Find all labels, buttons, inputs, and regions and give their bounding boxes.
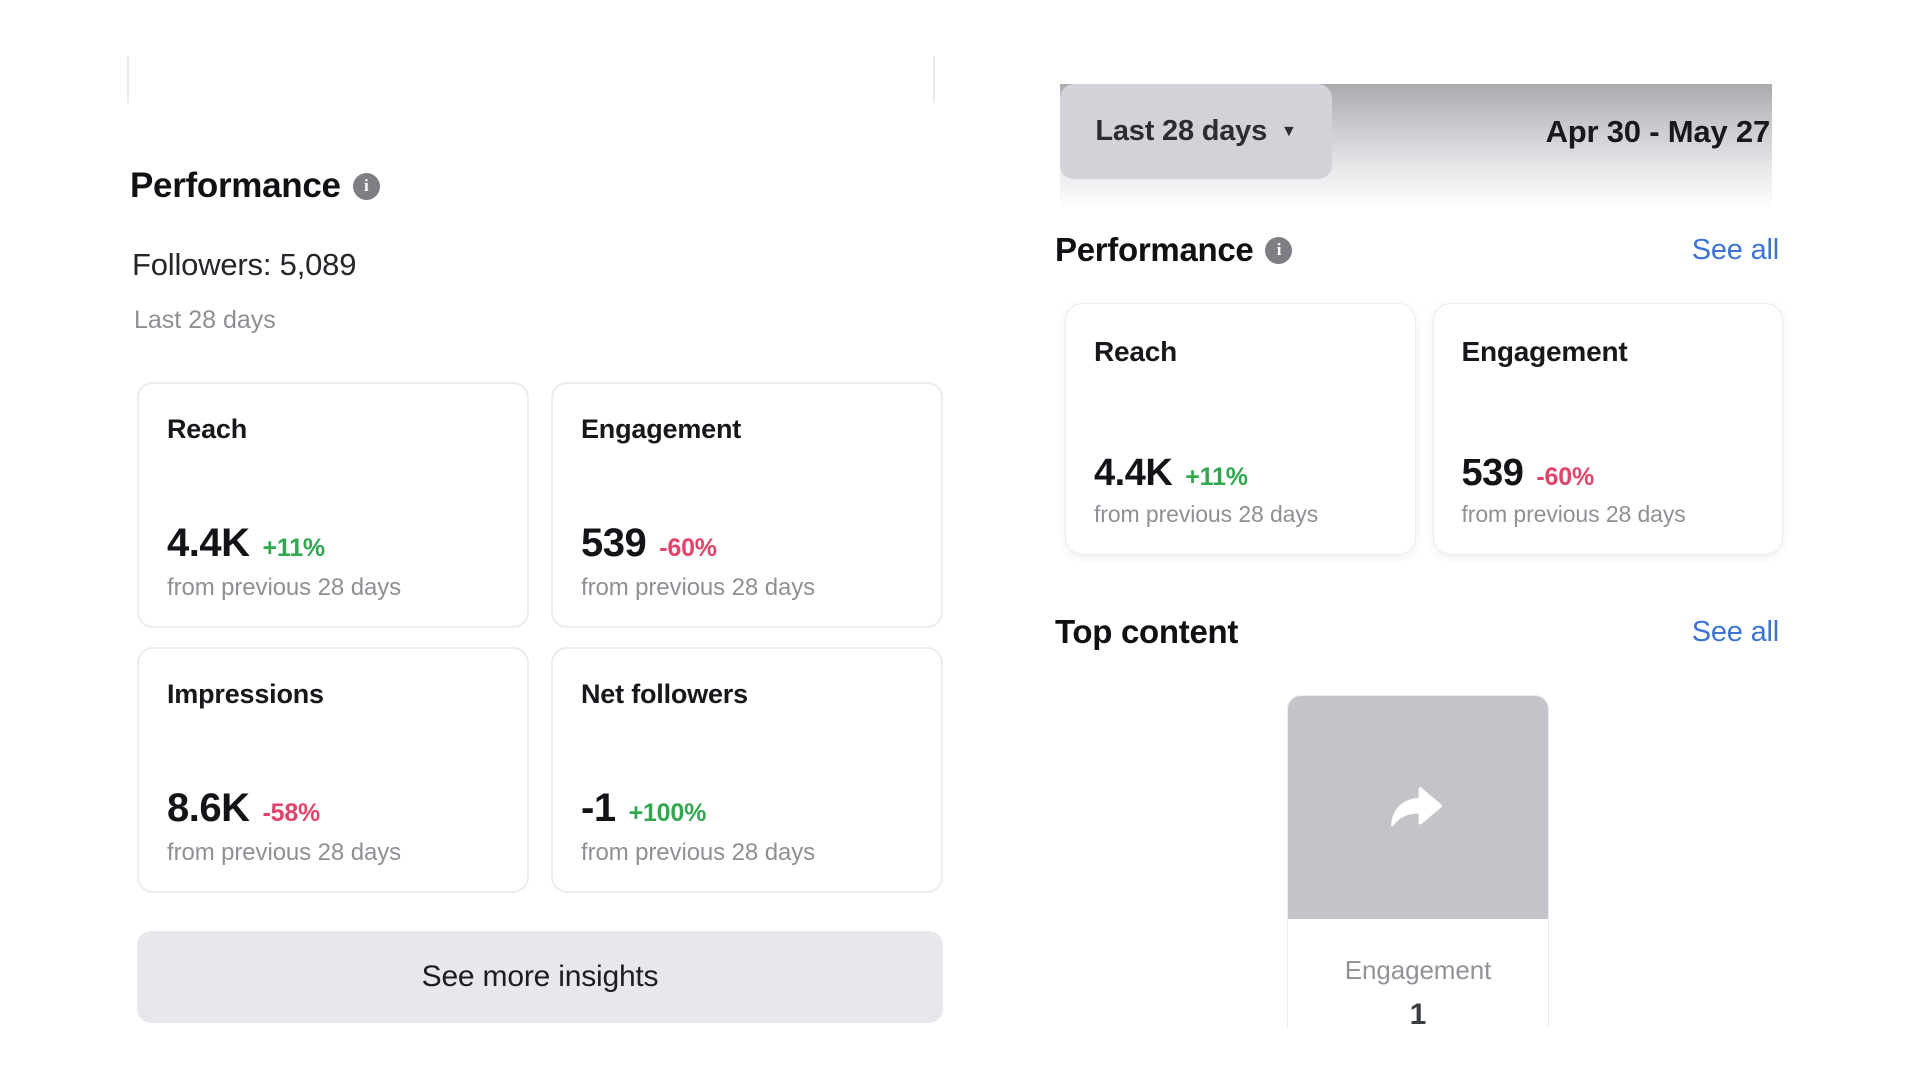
performance-see-all-link[interactable]: See all [1691,233,1779,266]
info-icon[interactable]: i [1265,236,1293,264]
caret-down-icon: ▼ [1281,122,1297,140]
previous-card-fragment [117,56,947,103]
metric-card-reach[interactable]: Reach 4.4K +11% from previous 28 days [1065,303,1416,555]
metric-label: Engagement [581,414,742,444]
metrics-grid: Reach 4.4K +11% from previous 28 days Eng… [137,382,943,893]
metric-bottom: 539 -60% from previous 28 days [581,521,913,602]
metric-card-engagement[interactable]: Engagement 539 -60% from previous 28 days [551,382,943,628]
metric-delta: -58% [262,799,321,827]
top-content-item-clip: Engagement 1 [1287,695,1551,1028]
post-thumbnail [1288,696,1548,919]
metric-label: Engagement [1461,336,1628,367]
page-title: Performance i [130,166,380,206]
metric-value: 8.6K [167,786,250,830]
period-dropdown[interactable]: Last 28 days ▼ [1060,84,1332,179]
date-range-label: Apr 30 - May 27 [1545,113,1771,149]
metric-bottom: 8.6K -58% from previous 28 days [167,786,499,867]
top-item-metric-value: 1 [1409,998,1427,1028]
top-content-header-row: Top content See all [1055,602,1779,662]
metric-delta: -60% [1536,463,1594,491]
metric-card-net-followers[interactable]: Net followers -1 +100% from previous 28 d… [551,647,943,893]
top-content-see-all-link[interactable]: See all [1691,615,1779,648]
period-dropdown-label: Last 28 days [1095,115,1268,147]
metric-bottom: -1 +100% from previous 28 days [581,786,913,867]
metric-caption: from previous 28 days [1461,501,1686,527]
metric-bottom: 4.4K +11% from previous 28 days [167,521,499,602]
metric-delta: +11% [1185,463,1248,491]
performance-heading-text: Performance [130,166,341,205]
top-item-metric-label: Engagement [1344,955,1492,985]
metric-card-impressions[interactable]: Impressions 8.6K -58% from previous 28 da… [137,647,529,893]
performance-header-row: Performance i See all [1055,222,1779,278]
see-more-insights-button[interactable]: See more insights [137,931,943,1023]
metrics-grid: Reach 4.4K +11% from previous 28 days Eng… [1065,303,1783,555]
metric-value: -1 [581,786,616,830]
info-icon[interactable]: i [352,172,380,200]
followers-count: Followers: 5,089 [132,247,357,282]
metric-label: Reach [167,414,248,444]
metric-bottom: 4.4K +11% from previous 28 days [1094,452,1387,528]
metric-label: Impressions [167,679,324,709]
top-content-heading: Top content [1055,613,1239,650]
metric-label: Net followers [581,679,748,709]
metric-caption: from previous 28 days [581,574,816,601]
metric-caption: from previous 28 days [167,839,402,866]
previous-card-outline [127,56,935,103]
metric-card-reach[interactable]: Reach 4.4K +11% from previous 28 days [137,382,529,628]
metric-card-engagement[interactable]: Engagement 539 -60% from previous 28 days [1432,303,1783,555]
top-content-item[interactable]: Engagement 1 [1287,695,1549,1028]
metric-caption: from previous 28 days [1094,501,1319,527]
metric-value: 4.4K [1094,452,1173,494]
metric-value: 4.4K [167,521,250,565]
metric-label: Reach [1094,336,1178,367]
metric-bottom: 539 -60% from previous 28 days [1462,452,1755,528]
metric-delta: +11% [262,534,326,562]
metric-caption: from previous 28 days [581,839,816,866]
metric-caption: from previous 28 days [167,574,402,601]
period-label: Last 28 days [134,306,276,334]
metric-delta: -60% [659,534,717,562]
metric-delta: +100% [628,799,707,827]
metric-value: 539 [1461,452,1524,494]
metric-value: 539 [581,521,647,565]
share-arrow-icon [1391,786,1443,826]
performance-heading-text: Performance [1055,231,1254,268]
performance-heading: Performance i [1055,231,1293,269]
